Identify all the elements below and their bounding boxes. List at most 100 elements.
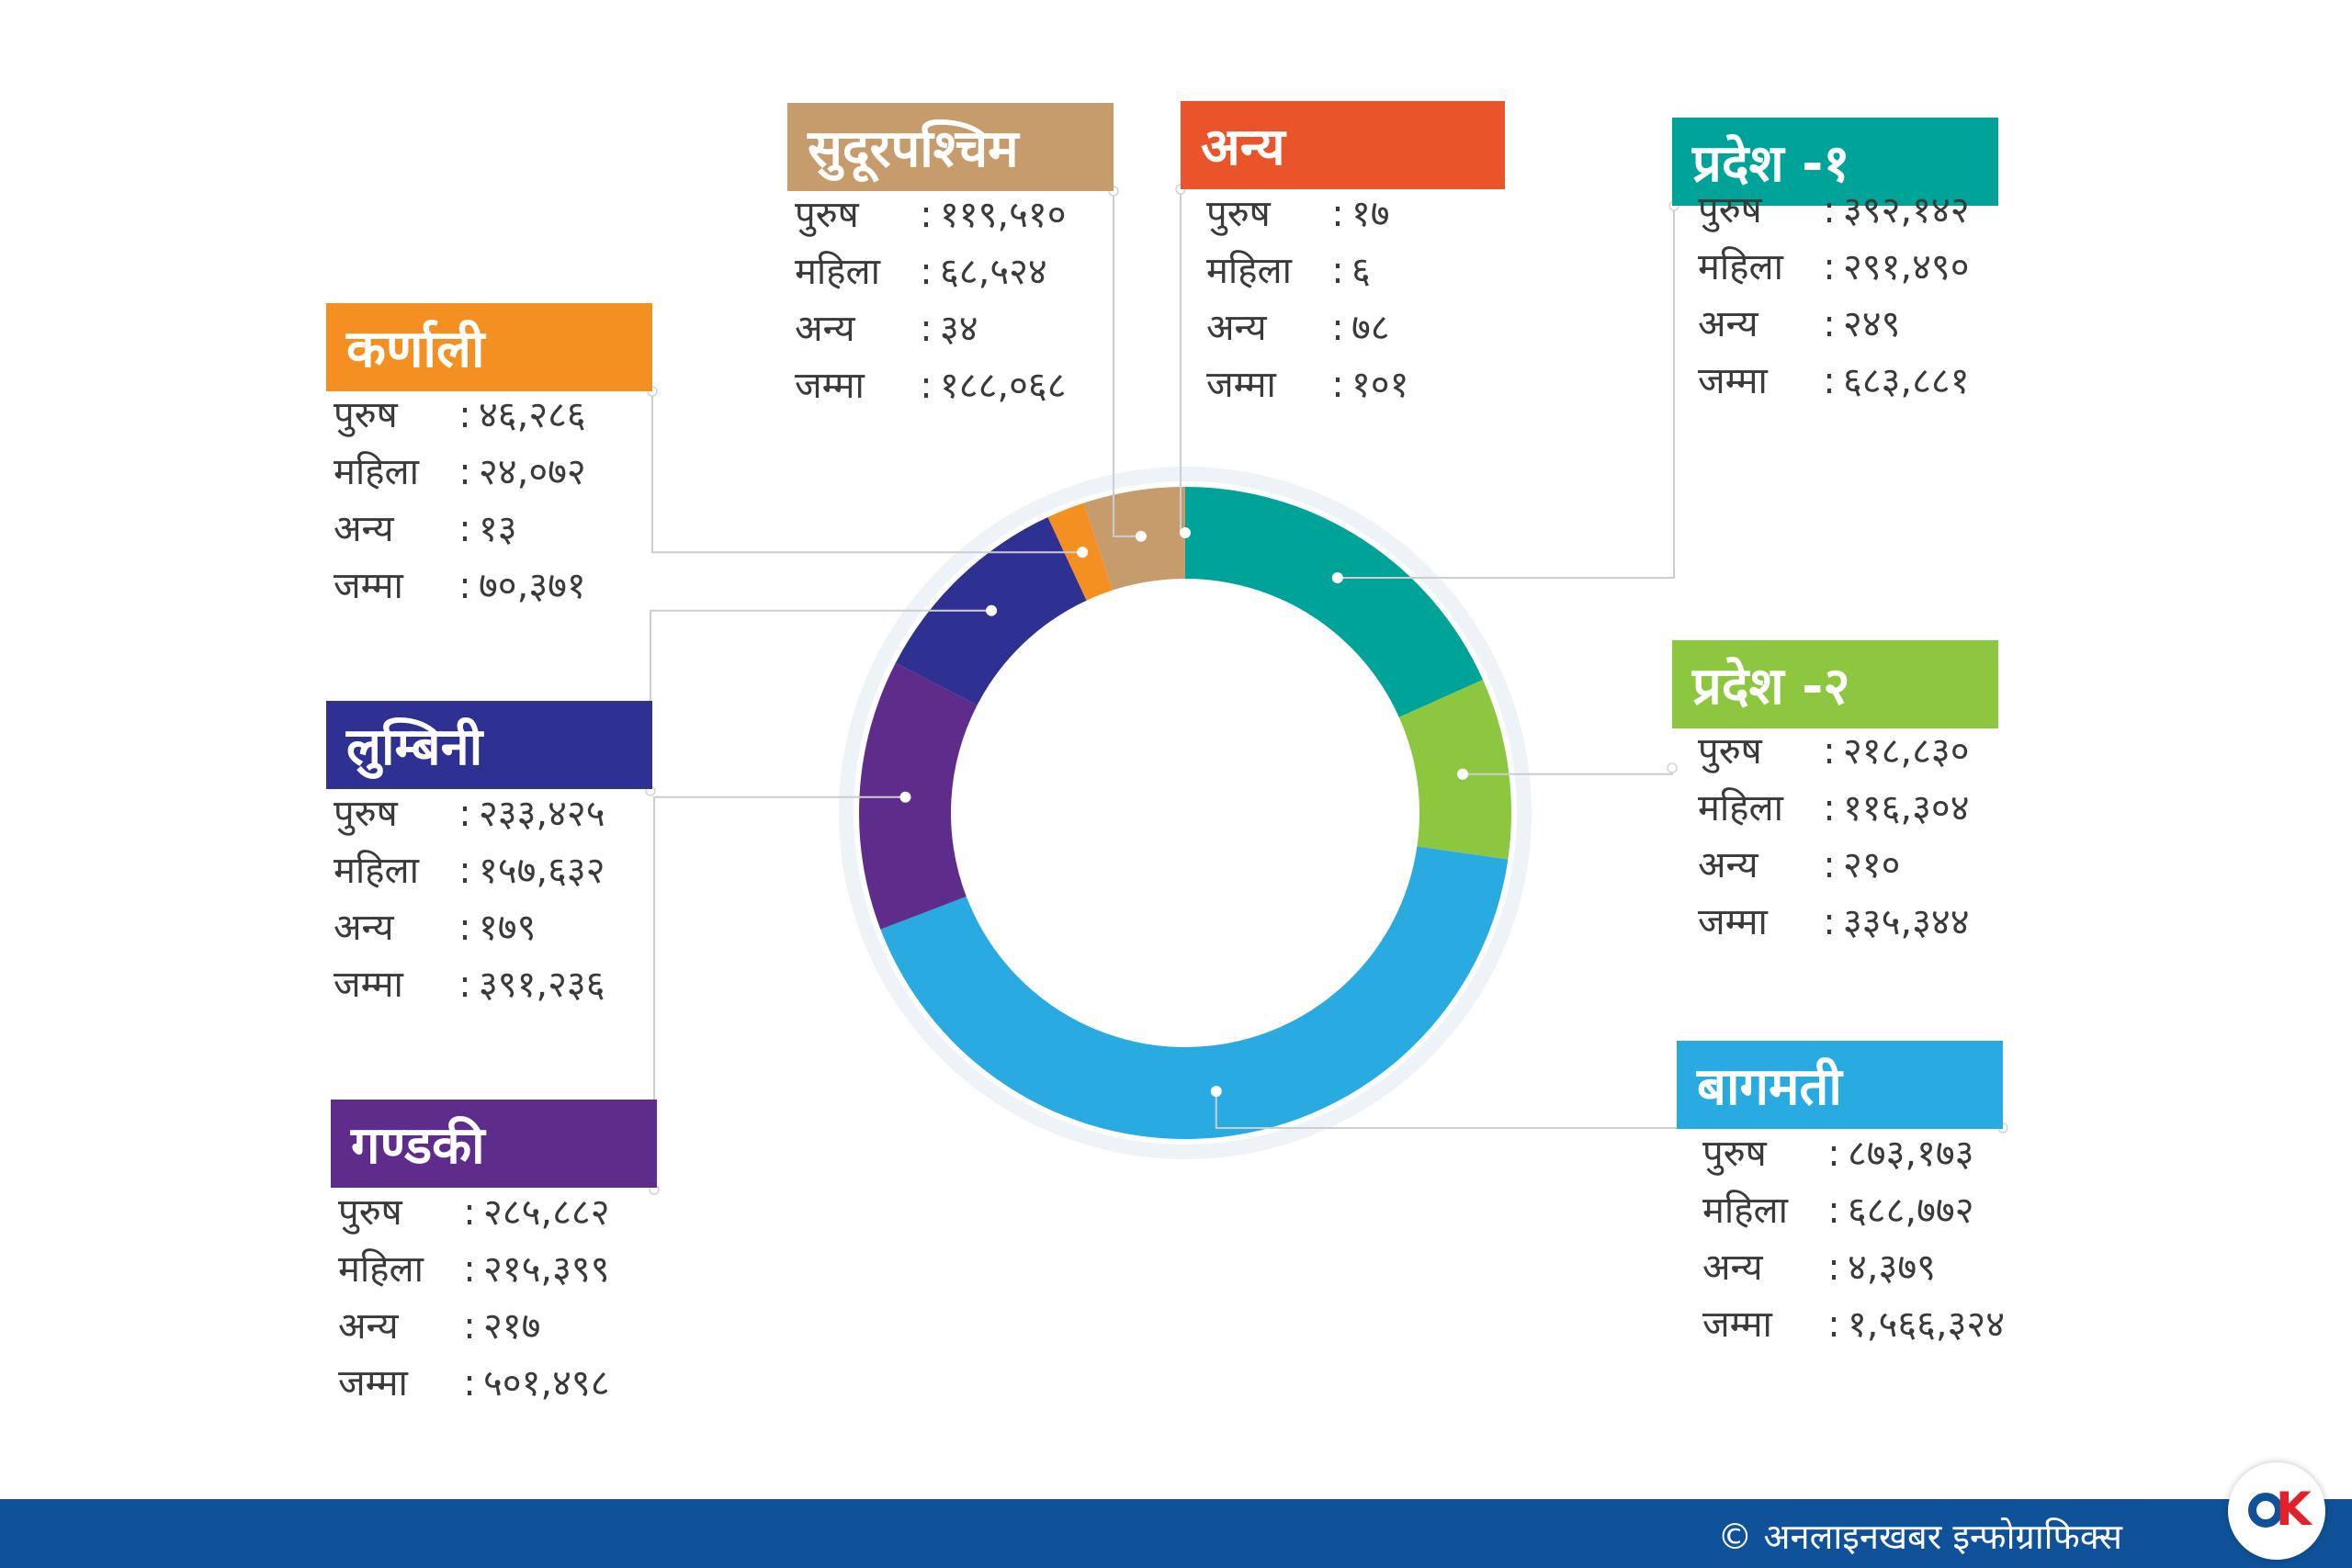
stat-value-total: १८८,०६८ [940,365,1067,407]
stat-row-total: जम्मा:३९१,२३६ [334,956,605,1013]
logo-k-mark: K [2276,1483,2312,1536]
region-label-5: लुम्बिनी [326,701,652,789]
region-stats-4: पुरुष:२८५,८८२ महिला:२१५,३९९ अन्य:२१७ जम्मा:… [338,1184,610,1412]
stat-row-female: महिला:२९१,४९० [1698,239,1970,296]
leader-line-4 [653,795,906,1190]
donut-segment-2 [1398,679,1511,860]
region-label-3: बागमती [1677,1041,2003,1129]
stat-colon: : [463,1248,476,1291]
segment-marker-8 [1179,527,1191,538]
stat-colon: : [1823,360,1836,402]
stat-colon: : [1331,250,1344,292]
segment-marker-4 [899,791,911,803]
stat-row-male: पुरुष:२३३,४२५ [334,785,605,842]
stat-value-other: २१० [1843,844,1901,886]
stat-row-other: अन्य:३४ [795,300,1067,357]
onlinekhabar-logo-icon[interactable]: K [2228,1462,2325,1560]
region-stats-7: पुरुष:११९,५१० महिला:६८,५२४ अन्य:३४ जम्मा:१८… [795,186,1067,414]
stat-key-total: जम्मा [334,565,403,607]
stat-colon: : [1331,193,1344,235]
stat-colon: : [1331,364,1344,406]
segment-marker-5 [986,604,998,616]
stat-row-male: पुरुष:४६,२८६ [334,387,586,444]
region-stats-3: पुरुष:८७३,१७३ महिला:६८८,७७२ अन्य:४,३७९ जम्म… [1702,1125,2005,1353]
stat-key-other: अन्य [795,308,855,350]
stat-key-other: अन्य [1206,307,1267,349]
stat-row-female: महिला:६८,५२४ [795,243,1067,300]
stat-value-other: १३ [479,508,517,550]
stat-key-female: महिला [1702,1190,1788,1232]
stat-value-total: ३३५,३४४ [1843,901,1970,943]
region-label-7: सुदूरपश्चिम [787,103,1114,191]
stat-key-female: महिला [1698,787,1783,829]
stat-value-female: ११६,३०४ [1843,787,1970,829]
leader-line-1 [1337,206,1675,580]
stat-row-other: अन्य:१७९ [334,899,605,956]
region-stats-2: पुरुष:२१८,८३० महिला:११६,३०४ अन्य:२१० जम्मा:… [1698,723,1970,951]
stat-colon: : [463,1191,476,1234]
stat-key-total: जम्मा [338,1362,408,1404]
stat-key-male: पुरुष [1702,1133,1767,1175]
stat-colon: : [1823,787,1836,829]
stat-value-total: ६८३,८८१ [1843,360,1970,402]
stat-key-total: जम्मा [1698,901,1768,943]
stat-key-other: अन्य [1702,1247,1763,1289]
stat-value-male: १७ [1351,193,1390,235]
stat-colon: : [1827,1247,1840,1289]
stat-key-male: पुरुष [334,394,398,436]
stat-key-total: जम्मा [1702,1303,1772,1346]
stat-value-total: ५०१,४९८ [483,1362,610,1404]
stat-colon: : [463,1362,476,1404]
stat-value-male: २१८,८३० [1843,730,1970,773]
stat-value-other: १७९ [479,907,537,949]
stat-key-female: महिला [334,850,419,892]
segment-marker-3 [1210,1086,1222,1098]
stat-row-total: जम्मा:१०१ [1206,356,1408,413]
stat-colon: : [920,308,933,350]
stat-row-other: अन्य:२१७ [338,1298,610,1355]
stat-value-female: २१५,३९९ [483,1248,610,1291]
stat-colon: : [1823,246,1836,288]
leader-line-6 [651,391,1083,554]
region-stats-6: पुरुष:४६,२८६ महिला:२४,०७२ अन्य:१३ जम्मा:७०,… [334,387,586,615]
stat-row-female: महिला:१५७,६३२ [334,842,605,899]
stat-value-male: ३९२,१४२ [1843,189,1970,231]
leader-line-7 [1113,191,1141,537]
stat-value-other: २४९ [1843,303,1901,345]
stat-value-male: २८५,८८२ [483,1191,610,1234]
stat-row-other: अन्य:१३ [334,501,586,558]
stat-value-female: ६८८,७७२ [1848,1190,1974,1232]
stat-colon: : [1823,303,1836,345]
stat-row-total: जम्मा:३३५,३४४ [1698,894,1970,951]
stat-key-other: अन्य [338,1305,399,1348]
stat-row-total: जम्मा:७०,३७१ [334,558,586,615]
leader-end-2 [1667,762,1678,773]
stat-colon: : [920,251,933,293]
stat-value-other: ७८ [1351,307,1390,349]
stat-value-other: ३४ [940,308,978,350]
stat-key-female: महिला [795,251,880,293]
stat-colon: : [1827,1133,1840,1175]
stat-colon: : [458,394,471,436]
stat-colon: : [458,508,471,550]
stat-row-other: अन्य:२१० [1698,837,1970,894]
stat-row-total: जम्मा:१८८,०६८ [795,357,1067,414]
region-label-1: प्रदेश -१ [1672,118,1998,206]
stat-colon: : [458,565,471,607]
region-stats-8: पुरुष:१७ महिला:६ अन्य:७८ जम्मा:१०१ [1206,186,1408,413]
stat-key-male: पुरुष [1206,193,1271,235]
stat-colon: : [1827,1190,1840,1232]
stat-colon: : [920,365,933,407]
stat-row-other: अन्य:४,३७९ [1702,1239,2005,1296]
stat-row-other: अन्य:२४९ [1698,296,1970,353]
region-label-2: प्रदेश -२ [1672,640,1998,728]
stat-colon: : [1823,844,1836,886]
stat-key-total: जम्मा [1206,364,1276,406]
stat-colon: : [1823,189,1836,231]
stat-row-male: पुरुष:३९२,१४२ [1698,182,1970,239]
stat-value-female: १५७,६३२ [479,850,605,892]
stat-key-male: पुरुष [1698,730,1762,773]
stat-colon: : [1827,1303,1840,1346]
segment-marker-1 [1331,572,1343,584]
